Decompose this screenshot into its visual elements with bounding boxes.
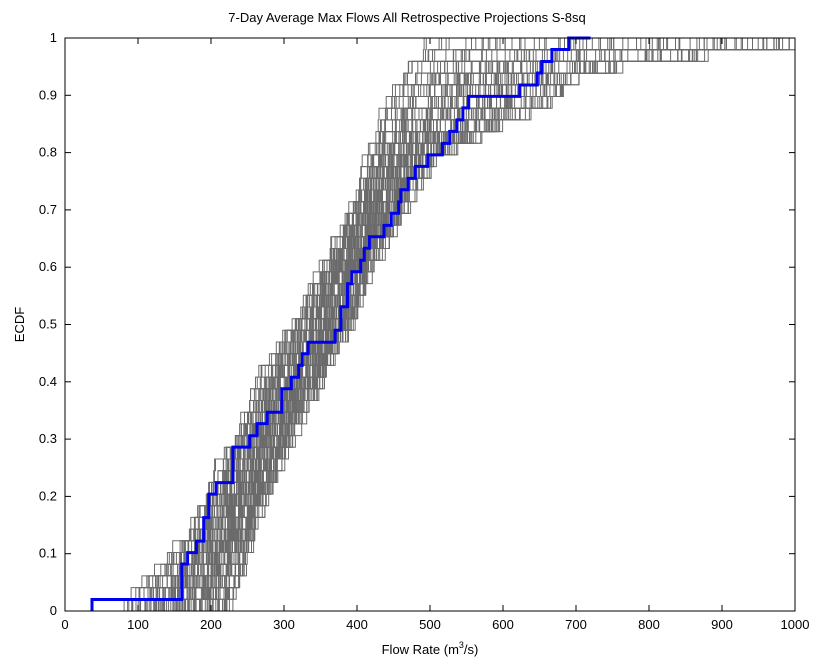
x-axis: 0 100 200 300 400 500 600 700 800 900 1000	[61, 38, 809, 632]
ensemble-series-line	[163, 38, 547, 611]
x-tick-label: 700	[565, 617, 587, 632]
highlight-series-line	[90, 36, 591, 611]
ensemble-series-line	[156, 38, 584, 611]
ensemble-series-line	[188, 38, 676, 611]
ensemble-series-line	[188, 38, 664, 611]
ensemble-series-line	[192, 38, 691, 611]
y-tick-label: 0.1	[39, 546, 57, 561]
ensemble-series-line	[218, 38, 790, 611]
ensemble-series-line	[188, 38, 708, 611]
y-tick-label: 0.3	[39, 431, 57, 446]
y-tick-label: 0.7	[39, 202, 57, 217]
ensemble-series-line	[128, 38, 440, 611]
x-tick-label: 400	[346, 617, 368, 632]
x-tick-label: 500	[419, 617, 441, 632]
ensemble-series-line	[232, 38, 775, 611]
ensemble-series-line	[194, 38, 700, 611]
x-axis-label-base: Flow Rate (m	[382, 642, 459, 657]
ensemble-series-line	[193, 38, 669, 611]
highlight-series-group	[90, 36, 591, 611]
x-tick-label: 600	[492, 617, 514, 632]
ensemble-series-group	[123, 38, 796, 611]
y-tick-label: 0.6	[39, 259, 57, 274]
y-axis: 0 0.1 0.2 0.3 0.4 0.5 0.6 0.7 0.8 0.9 1	[39, 30, 795, 618]
ensemble-series-line	[194, 38, 642, 611]
ensemble-series-line	[209, 38, 714, 611]
x-axis-label: Flow Rate (m3/s)	[382, 640, 479, 657]
ensemble-series-line	[172, 38, 624, 611]
ensemble-series-line	[168, 38, 600, 611]
x-axis-label-sup: 3	[459, 640, 464, 650]
ensemble-series-line	[188, 38, 705, 611]
x-tick-label: 900	[711, 617, 733, 632]
ensemble-series-line	[224, 38, 777, 611]
x-tick-label: 1000	[781, 617, 810, 632]
ensemble-series-line	[215, 38, 768, 611]
ensemble-series-line	[123, 38, 450, 611]
ensemble-series-line	[225, 38, 784, 611]
ensemble-series-line	[209, 38, 718, 611]
ensemble-series-line	[170, 38, 565, 611]
y-tick-label: 1	[50, 30, 57, 45]
ensemble-series-line	[146, 38, 483, 611]
ensemble-series-line	[163, 38, 581, 611]
x-tick-label: 0	[61, 617, 68, 632]
ensemble-series-line	[209, 38, 742, 611]
ensemble-series-line	[131, 38, 477, 611]
y-tick-label: 0.2	[39, 488, 57, 503]
ensemble-series-line	[144, 38, 506, 611]
ensemble-series-line	[208, 38, 736, 611]
y-axis-label: ECDF	[12, 307, 27, 342]
ensemble-series-line	[153, 38, 571, 611]
y-tick-label: 0	[50, 603, 57, 618]
ensemble-series-line	[145, 38, 484, 611]
ensemble-series-line	[175, 38, 615, 611]
ensemble-series-line	[160, 38, 569, 611]
x-axis-label-tail: /s)	[464, 642, 478, 657]
ensemble-series-line	[161, 38, 593, 611]
ensemble-series-line	[201, 38, 726, 611]
ensemble-series-line	[199, 38, 705, 611]
y-tick-label: 0.5	[39, 317, 57, 332]
ensemble-series-line	[131, 38, 425, 611]
x-tick-label: 300	[273, 617, 295, 632]
ensemble-series-line	[212, 38, 737, 611]
ensemble-series-line	[224, 38, 796, 611]
y-tick-label: 0.4	[39, 374, 57, 389]
x-tick-label: 800	[638, 617, 660, 632]
y-tick-label: 0.8	[39, 145, 57, 160]
ensemble-series-line	[139, 38, 497, 611]
x-tick-label: 100	[127, 617, 149, 632]
ensemble-series-line	[200, 38, 727, 611]
chart-title: 7-Day Average Max Flows All Retrospectiv…	[228, 10, 585, 25]
x-tick-label: 200	[200, 617, 222, 632]
y-tick-label: 0.9	[39, 87, 57, 102]
